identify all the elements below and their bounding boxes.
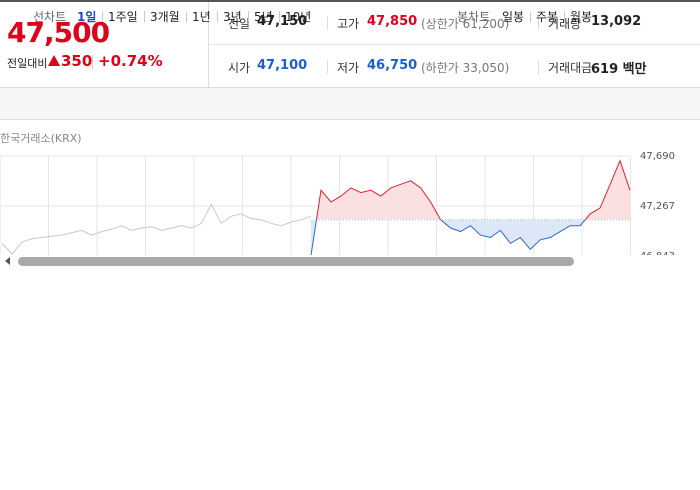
separator — [102, 11, 103, 22]
stat-label: 고가 — [337, 17, 360, 31]
stat-value: 47,150 — [257, 14, 308, 29]
stat-value: 47,850 — [367, 14, 418, 29]
source: 한국거래소(KRX) — [0, 132, 82, 145]
y-tick-label: 47,690 — [640, 151, 675, 162]
tab-group-label: 선차트 — [33, 10, 67, 24]
stat-label: 시가 — [228, 61, 251, 75]
stat-label: 저가 — [337, 61, 360, 75]
change-label: 전일대비 — [7, 57, 48, 70]
quote-panel — [0, 0, 700, 88]
separator — [538, 16, 539, 30]
stat-note: (상한가 61,200) — [421, 17, 510, 31]
separator — [144, 11, 145, 22]
price-line-down — [310, 219, 586, 256]
candle-tab[interactable]: 일봉 — [502, 10, 525, 24]
separator — [186, 11, 187, 22]
area-down — [311, 219, 586, 256]
separator — [92, 55, 93, 69]
period-tab[interactable]: 5년 — [254, 10, 273, 24]
period-tab[interactable]: 3개월 — [150, 10, 180, 24]
separator — [564, 11, 565, 22]
separator — [217, 11, 218, 22]
period-tab[interactable]: 1주일 — [108, 10, 138, 24]
y-tick-label: 47,267 — [640, 201, 675, 212]
stat-label: 거래대금 — [548, 61, 593, 75]
separator — [530, 11, 531, 22]
separator — [208, 2, 209, 88]
up-icon — [48, 55, 60, 66]
stat-value: 13,092 — [591, 14, 642, 29]
change: 350 — [61, 52, 93, 70]
stat-note: (하한가 33,050) — [421, 61, 510, 75]
chart-tabs — [0, 88, 700, 120]
candle-tab[interactable]: 주봉 — [536, 10, 559, 24]
separator — [327, 60, 328, 74]
price-line-up — [315, 159, 631, 220]
price: 47,500 — [7, 16, 110, 49]
stat-label: 거래량 — [548, 17, 582, 31]
separator — [538, 60, 539, 74]
period-tab[interactable]: 1일 — [77, 10, 97, 24]
candle-tab[interactable]: 월봉 — [570, 10, 593, 24]
scroll-thumb[interactable] — [18, 257, 574, 266]
separator — [279, 11, 280, 22]
separator — [327, 16, 328, 30]
separator — [248, 11, 249, 22]
separator — [209, 44, 700, 45]
period-tab[interactable]: 10년 — [285, 10, 312, 24]
change-rate: +0.74% — [98, 52, 163, 70]
area-up — [311, 160, 630, 220]
stat-label: 전일 — [228, 17, 251, 31]
period-tab[interactable]: 1년 — [192, 10, 211, 24]
stat-value: 47,100 — [257, 58, 308, 73]
tab-group-label: 봉차트 — [457, 10, 491, 24]
scroll-arrow — [5, 257, 10, 265]
period-tab[interactable]: 3년 — [223, 10, 242, 24]
stat-value: 619 백만 — [591, 62, 647, 77]
price-line — [1, 203, 312, 255]
stat-value: 46,750 — [367, 58, 418, 73]
